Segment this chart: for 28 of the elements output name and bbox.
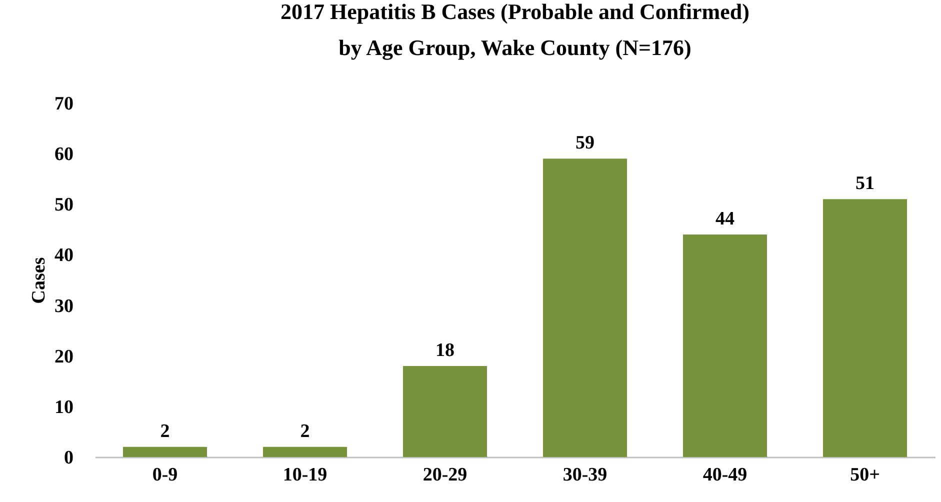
x-tick-label: 50+: [850, 464, 880, 486]
y-tick-label: 60: [54, 144, 74, 166]
data-label: 18: [436, 340, 454, 361]
y-tick-label: 70: [54, 94, 74, 114]
y-tick-label: 10: [54, 396, 74, 418]
y-tick-label: 0: [64, 448, 74, 468]
x-tick-label: 20-29: [422, 464, 468, 486]
y-tick-label: 50: [54, 194, 74, 216]
x-tick-label: 10-19: [282, 464, 328, 486]
bar: [263, 446, 347, 457]
bar: [823, 199, 907, 457]
y-tick-label: 40: [54, 245, 74, 266]
y-axis-title: Cases: [28, 257, 50, 304]
x-tick-label: 30-39: [562, 464, 608, 486]
bar: [403, 366, 487, 457]
x-tick-label: 40-49: [702, 464, 748, 486]
bar: [123, 446, 207, 457]
data-label: 59: [576, 132, 594, 154]
x-tick-label: 0-9: [152, 464, 178, 486]
bar: [543, 158, 627, 457]
data-label: 51: [856, 173, 874, 194]
y-tick-label: 20: [54, 346, 74, 368]
bar: [683, 234, 767, 457]
chart-title: 2017 Hepatitis B Cases (Probable and Confirmed) by Age Group, Wake County (N=176): [280, 0, 750, 60]
data-label: 2: [160, 420, 170, 442]
data-label: 44: [716, 208, 735, 230]
y-tick-label: 30: [54, 296, 74, 317]
data-label: 2: [300, 420, 310, 442]
